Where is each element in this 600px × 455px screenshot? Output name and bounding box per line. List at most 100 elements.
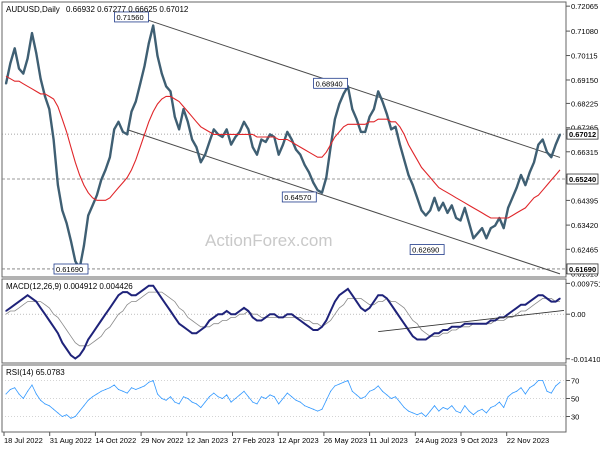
rsi-point xyxy=(455,410,457,412)
price-point xyxy=(351,108,354,111)
price-point xyxy=(182,108,185,111)
price-point xyxy=(325,176,328,179)
price-level-badge-text: 0.67012 xyxy=(569,130,596,139)
rsi-point xyxy=(356,394,358,396)
price-point xyxy=(178,128,181,131)
macd-point xyxy=(74,357,76,360)
rsi-point xyxy=(131,387,133,389)
rsi-point xyxy=(70,417,72,419)
price-point xyxy=(169,90,172,93)
rsi-point xyxy=(321,408,323,410)
rsi-point xyxy=(169,396,171,398)
rsi-point xyxy=(260,396,262,398)
rsi-point xyxy=(369,390,371,392)
macd-point xyxy=(152,285,154,287)
macd-point xyxy=(234,313,237,315)
price-point xyxy=(476,232,479,235)
macd-point xyxy=(455,326,457,328)
macd-point xyxy=(464,322,466,325)
rsi-point xyxy=(399,401,401,403)
rsi-point xyxy=(243,390,245,392)
macd-point xyxy=(425,338,427,341)
rsi-point xyxy=(351,390,353,392)
price-point xyxy=(234,136,237,138)
macd-point xyxy=(91,332,94,334)
price-point xyxy=(546,151,548,154)
rsi-point xyxy=(252,401,254,403)
date-tick-label: 31 Aug 2022 xyxy=(50,436,92,445)
price-point xyxy=(5,82,7,85)
rsi-point xyxy=(156,393,158,395)
rsi-point xyxy=(330,390,332,392)
price-point xyxy=(334,118,336,121)
rsi-point xyxy=(139,387,141,389)
macd-point xyxy=(22,297,25,300)
price-point xyxy=(277,153,280,156)
macd-point xyxy=(364,310,366,312)
rsi-point xyxy=(74,416,76,417)
macd-point xyxy=(312,329,314,331)
price-point xyxy=(489,227,492,230)
price-point xyxy=(18,67,20,70)
price-point xyxy=(437,209,440,212)
rsi-point xyxy=(347,380,349,381)
macd-point xyxy=(412,335,414,338)
macd-point xyxy=(459,326,462,328)
price-point xyxy=(251,146,254,148)
rsi-point xyxy=(135,389,137,390)
macd-point xyxy=(113,300,115,303)
macd-point xyxy=(130,294,133,296)
price-point xyxy=(108,156,111,159)
macd-point xyxy=(247,310,250,312)
rsi-point xyxy=(408,410,410,412)
macd-point xyxy=(282,316,284,319)
price-point xyxy=(221,136,224,138)
rsi-point xyxy=(395,396,397,398)
rsi-point xyxy=(364,396,366,398)
price-point xyxy=(541,138,544,141)
rsi-point xyxy=(377,385,379,387)
macd-point xyxy=(481,322,483,325)
price-tick-label: 0.72065 xyxy=(571,2,598,11)
upper-channel-line xyxy=(144,18,561,158)
macd-point xyxy=(546,297,548,300)
price-point xyxy=(212,128,215,131)
macd-point xyxy=(104,313,107,315)
price-point xyxy=(403,158,406,161)
macd-point xyxy=(182,326,185,328)
macd-point xyxy=(178,322,180,325)
price-point xyxy=(442,201,445,204)
price-point xyxy=(260,138,263,141)
price-point xyxy=(481,227,483,230)
rsi-point xyxy=(511,392,513,394)
price-point xyxy=(113,128,116,131)
macd-point xyxy=(347,288,349,290)
rsi-point xyxy=(299,401,301,403)
rsi-point xyxy=(273,396,275,398)
rsi-point xyxy=(187,398,189,399)
macd-point xyxy=(239,310,241,312)
rsi-point xyxy=(44,403,46,405)
rsi-point xyxy=(416,414,418,416)
rsi-point xyxy=(14,387,16,389)
macd-point xyxy=(269,313,271,315)
price-annotation-label: 0.64570 xyxy=(284,193,311,202)
rsi-point xyxy=(92,396,94,398)
macd-point xyxy=(355,300,358,303)
price-point xyxy=(533,161,535,164)
rsi-point xyxy=(204,401,206,403)
macd-point xyxy=(433,332,436,334)
rsi-point xyxy=(18,393,20,395)
rsi-point xyxy=(472,414,474,416)
macd-point xyxy=(533,297,535,300)
macd-point xyxy=(191,332,193,334)
price-point xyxy=(515,186,518,189)
price-tick-label: 0.69150 xyxy=(571,76,598,85)
price-point xyxy=(424,214,427,217)
rsi-point xyxy=(53,408,55,410)
macd-point xyxy=(161,297,163,300)
rsi-point xyxy=(57,412,59,414)
price-point xyxy=(463,206,466,209)
macd-point xyxy=(420,338,423,341)
macd-point xyxy=(48,319,50,322)
